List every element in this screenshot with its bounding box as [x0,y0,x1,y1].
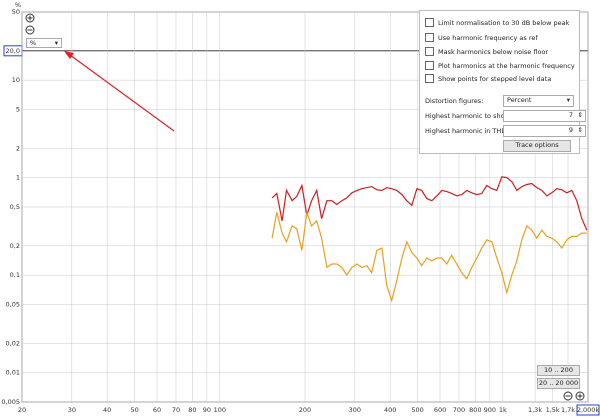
x-tick-label: 1,7k [561,406,575,414]
arrow-head [64,51,74,59]
checkbox-label: Mask harmonics below noise floor [438,47,549,56]
dropdown-arrow: ▾ [54,39,58,47]
series-line [271,176,588,231]
checkbox[interactable]: Use harmonic frequency as ref [425,33,538,42]
y-tick-label: 50 [12,8,20,16]
y-tick-label: 0,5 [10,203,20,211]
x-tick-label: 20 [18,406,26,414]
x-tick-label: 80 [188,406,196,414]
y-tick-label: 10 [12,76,20,84]
checkbox-label: Plot harmonics at the harmonic frequency [438,61,575,70]
distortion-label: Distortion figures: [425,97,484,105]
annotation-arrow [69,54,175,132]
distortion-dropdown[interactable]: Percent ▾ [503,95,574,107]
y-tick-label: 1 [16,174,20,182]
settings-panel: Limit normalisation to 30 dB below peak … [419,10,586,154]
x-tick-label: 90 [203,406,211,414]
x-tick-label: 70 [172,406,180,414]
y-tick-label: 2 [16,144,20,152]
x-tick-label: 800 [469,406,481,414]
x-tick-label: 600 [434,406,446,414]
y-tick-label: 0,01 [6,369,20,377]
x-tick-label: 400 [384,406,396,414]
checkbox-label: Use harmonic frequency as ref [438,33,538,42]
x-tick-label: 100 [214,406,226,414]
checkbox[interactable]: Show points for stepped level data [425,74,551,83]
zoom-in-icon [27,15,33,21]
x-tick-label: 50 [130,406,138,414]
unit-dropdown[interactable]: % ▾ [26,38,62,48]
spinner-value: 9 [568,126,573,134]
x-tick-label: 500 [411,406,423,414]
checkbox-label: Show points for stepped level data [438,74,552,83]
y-tick-label: 0,02 [6,339,20,347]
y-tick-label: 5 [16,106,20,114]
x-tick-label: 200 [299,406,311,414]
x-tick-label: 60 [153,406,161,414]
checkbox[interactable]: Mask harmonics below noise floor [425,47,548,56]
x-tick-label: 1,3k [528,406,542,414]
y-tick-label: 20,0 [6,47,20,55]
highest-thd-label: Highest harmonic in THD: [425,127,509,135]
checkbox[interactable]: Plot harmonics at the harmonic frequency [425,61,575,70]
y-tick-label: 0,005 [1,398,20,406]
spinner-value: 7 [568,111,573,119]
x-tick-label: 1k [499,406,507,414]
dropdown-arrow: ▾ [566,96,570,104]
x-readout-box [576,404,600,416]
x-tick-label: 300 [349,406,361,414]
x-tick-label: 30 [68,406,76,414]
x-tick-label: 1,5k [546,406,560,414]
range-button[interactable]: 10 .. 200 [537,365,580,376]
x-tick-label: 2,000k [577,406,600,414]
trace-options-button[interactable]: Trace options [503,140,571,152]
highest-show-spinner[interactable]: 7 ⇕ [503,110,586,122]
y-tick-label: 0,1 [10,271,20,279]
spinner-arrows: ⇕ [577,126,583,134]
x-tick-label: 40 [103,406,111,414]
x-tick-label: 900 [484,406,496,414]
y-tick-label: 0,05 [6,301,20,309]
range-button[interactable]: 20 .. 20 000 [537,378,580,389]
series-line [271,212,587,303]
spinner-arrows: ⇕ [577,111,583,119]
x-zoom-in-icon [577,393,583,399]
highest-thd-spinner[interactable]: 9 ⇕ [503,125,586,137]
dropdown-value: Percent [507,96,532,104]
unit-value: % [30,39,37,47]
y-tick-label: 0,2 [10,242,20,250]
checkbox-label: Limit normalisation to 30 dB below peak [438,18,570,27]
x-tick-label: 700 [453,406,465,414]
y-axis-label: % [15,1,21,9]
checkbox[interactable]: Limit normalisation to 30 dB below peak [425,18,569,27]
highest-show-label: Highest harmonic to show: [425,112,512,120]
